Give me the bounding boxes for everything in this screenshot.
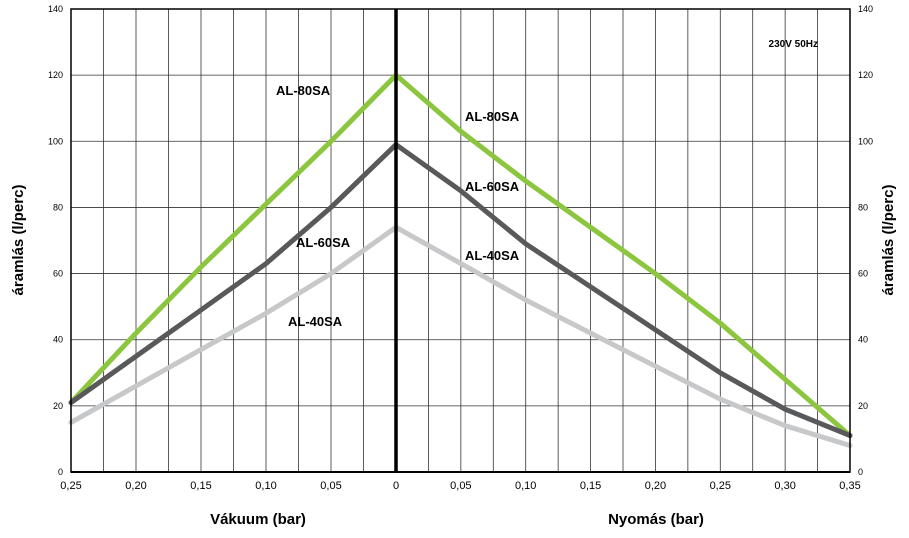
series-lines	[68, 72, 853, 448]
y-tick-label-right: 60	[858, 269, 868, 279]
x-tick-label-vacuum: 0,10	[255, 480, 276, 492]
x-axis-title-pressure: Nyomás (bar)	[608, 511, 704, 528]
y-tick-label-right: 40	[858, 335, 868, 345]
x-tick-label-pressure: 0,30	[774, 480, 795, 492]
y-tick-label-right: 0	[858, 467, 863, 477]
y-tick-label-right: 80	[858, 202, 868, 212]
label-pressure-al40: AL-40SA	[465, 248, 520, 263]
y-tick-label-left: 80	[53, 202, 63, 212]
note-text: 230V 50Hz	[769, 39, 818, 50]
y-tick-label-left: 0	[58, 467, 63, 477]
tick-labels: 0 0 20 20 40 40 60 60 80 80 100 100 120 120 140 140 0,25…	[48, 4, 873, 492]
y-tick-label-right: 140	[858, 4, 873, 14]
label-vacuum-al40: AL-40SA	[288, 314, 343, 329]
y-tick-label-left: 140	[48, 4, 63, 14]
x-tick-label-vacuum: 0,25	[60, 480, 81, 492]
y-tick-label-left: 60	[53, 269, 63, 279]
x-tick-label-vacuum: 0,20	[125, 480, 146, 492]
label-vacuum-al80: AL-80SA	[276, 83, 331, 98]
x-tick-label-vacuum: 0,15	[190, 480, 211, 492]
y-tick-label-right: 20	[858, 401, 868, 411]
x-tick-label-pressure: 0,10	[515, 480, 536, 492]
x-tick-label-pressure: 0,05	[450, 480, 471, 492]
label-pressure-al60: AL-60SA	[465, 179, 520, 194]
y-tick-label-left: 20	[53, 401, 63, 411]
x-tick-label-pressure: 0,25	[710, 480, 731, 492]
plot-frame	[70, 8, 851, 473]
label-vacuum-al60: AL-60SA	[296, 235, 351, 250]
x-tick-label-pressure: 0,15	[580, 480, 601, 492]
y-axis-title-right: áramlás (l/perc)	[880, 185, 897, 296]
x-axis-title-vacuum: Vákuum (bar)	[210, 511, 306, 528]
y-tick-label-right: 100	[858, 136, 873, 146]
series-line-al-80sa	[68, 72, 853, 439]
x-tick-label-pressure: 0,20	[645, 480, 666, 492]
series-line-al-40sa	[68, 224, 853, 448]
x-tick-label-pressure: 0,35	[839, 480, 860, 492]
y-axis-title-left: áramlás (l/perc)	[10, 185, 27, 296]
y-tick-label-left: 120	[48, 70, 63, 80]
y-tick-label-left: 40	[53, 335, 63, 345]
label-pressure-al80: AL-80SA	[465, 109, 520, 124]
series-line-al-60sa	[68, 142, 853, 439]
grid	[70, 8, 851, 473]
x-tick-label-vacuum: 0,05	[320, 480, 341, 492]
x-tick-label-vacuum: 0	[393, 480, 399, 492]
y-tick-label-right: 120	[858, 70, 873, 80]
y-tick-label-left: 100	[48, 136, 63, 146]
